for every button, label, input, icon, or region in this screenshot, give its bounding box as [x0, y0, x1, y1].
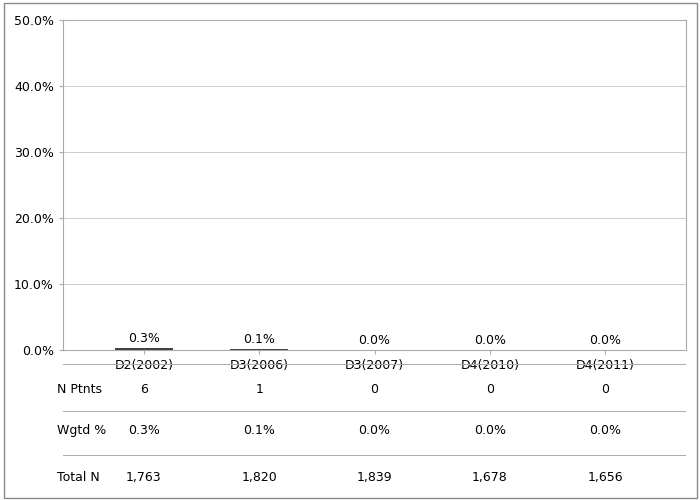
Text: 0.3%: 0.3% — [128, 424, 160, 436]
Text: 1,678: 1,678 — [472, 471, 507, 484]
Text: 1,820: 1,820 — [241, 471, 277, 484]
Text: 0.1%: 0.1% — [243, 424, 275, 436]
Text: 0.0%: 0.0% — [358, 334, 391, 346]
Text: 1: 1 — [256, 383, 263, 396]
Text: 0.1%: 0.1% — [243, 333, 275, 346]
Text: 0.0%: 0.0% — [358, 424, 391, 436]
Text: 0.3%: 0.3% — [128, 332, 160, 344]
Text: 1,839: 1,839 — [357, 471, 392, 484]
Text: 0: 0 — [601, 383, 609, 396]
Text: Total N: Total N — [57, 471, 99, 484]
Text: 0.0%: 0.0% — [589, 334, 621, 346]
Text: 1,763: 1,763 — [126, 471, 162, 484]
Text: 0.0%: 0.0% — [474, 424, 506, 436]
Text: 0.0%: 0.0% — [589, 424, 621, 436]
Text: 0: 0 — [486, 383, 494, 396]
Text: N Ptnts: N Ptnts — [57, 383, 102, 396]
Text: 1,656: 1,656 — [587, 471, 623, 484]
Text: 0: 0 — [370, 383, 379, 396]
Bar — [115, 348, 173, 350]
Text: 0.0%: 0.0% — [474, 334, 506, 346]
Text: Wgtd %: Wgtd % — [57, 424, 106, 436]
Text: 6: 6 — [140, 383, 148, 396]
